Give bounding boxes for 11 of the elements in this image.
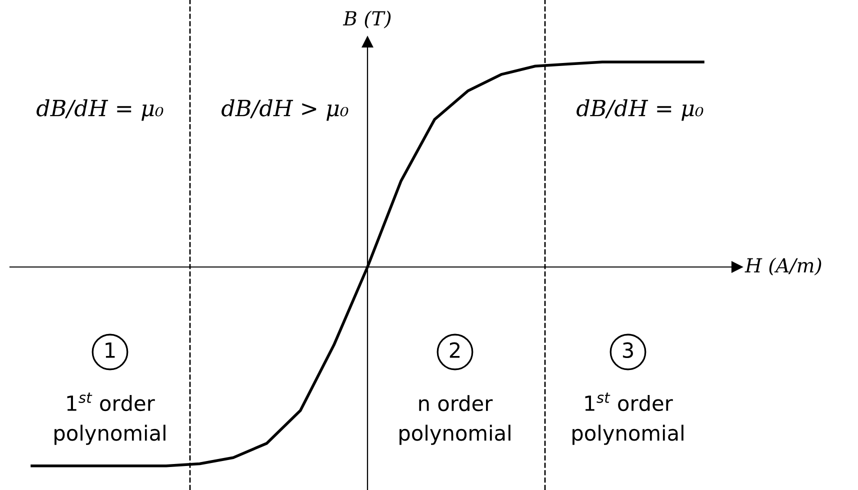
annotation: 2 [450,342,460,358]
annotation: 1$^{st}$ order polynomial [572,392,684,445]
annotation: 3 [622,342,633,358]
y-axis-title: B (T) [342,10,391,28]
annotation: n order polynomial [400,395,510,445]
annotation: 1$^{st}$ order polynomial [54,392,166,445]
annotation: 1 [106,342,115,358]
annotation: dB/dH = μ₀ [36,99,164,121]
annotation: dB/dH = μ₀ [576,99,704,121]
x-axis-title: H (A/m) [744,258,822,276]
annotation: dB/dH > μ₀ [222,99,348,121]
